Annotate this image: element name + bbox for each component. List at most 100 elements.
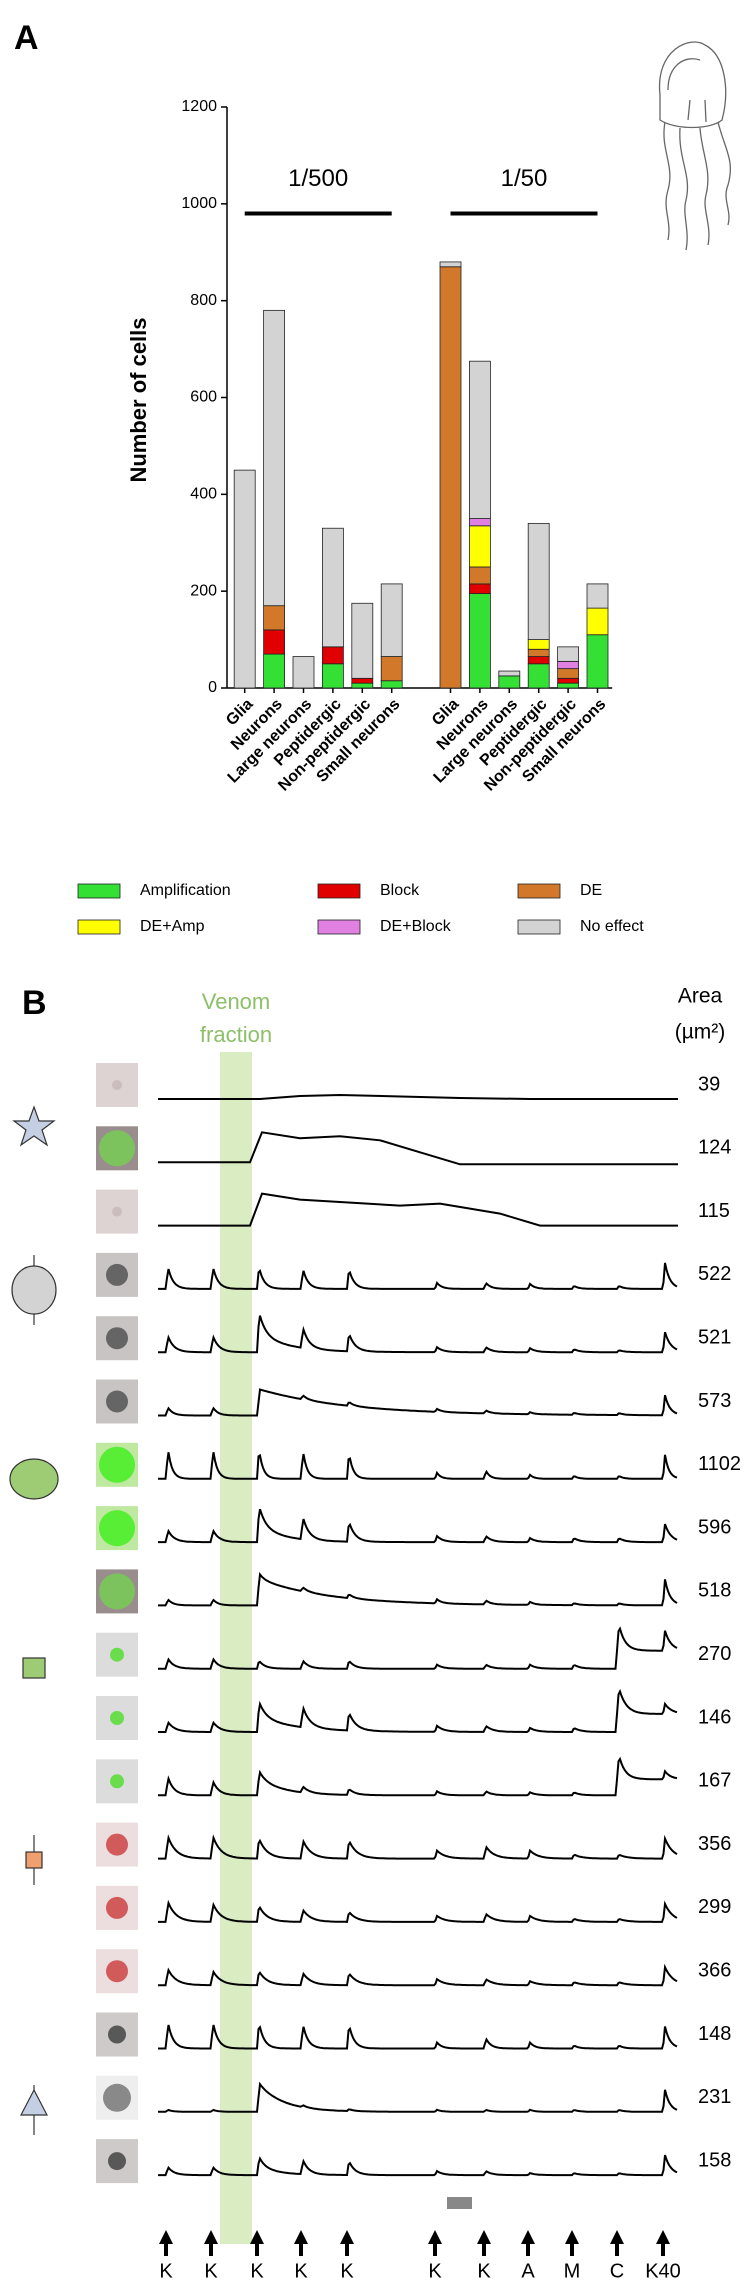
y-tick-label: 400 bbox=[190, 486, 217, 503]
stimulus-arrow bbox=[477, 2230, 491, 2256]
group-label: 1/50 bbox=[501, 165, 548, 192]
bar-segment bbox=[498, 675, 521, 689]
y-tick-label: 600 bbox=[190, 389, 217, 406]
stimulus-label: A bbox=[521, 2260, 535, 2282]
area-value: 522 bbox=[698, 1263, 731, 1285]
area-value: 596 bbox=[698, 1516, 731, 1538]
legend-swatch bbox=[77, 919, 121, 935]
bar-segment bbox=[263, 309, 286, 607]
area-value: 158 bbox=[698, 2149, 731, 2171]
stimulus-label: K bbox=[340, 2260, 354, 2282]
venom-band bbox=[220, 1052, 252, 2244]
trace bbox=[158, 1315, 678, 1354]
bar-segment bbox=[527, 522, 550, 640]
bar-segment bbox=[351, 602, 374, 679]
bar-segment bbox=[439, 266, 462, 689]
area-value: 518 bbox=[698, 1580, 731, 1602]
cell-body bbox=[110, 1711, 124, 1725]
stimulus-arrow bbox=[428, 2230, 442, 2256]
stimulus-label: K bbox=[250, 2260, 264, 2282]
area-value: 270 bbox=[698, 1643, 731, 1665]
panel-label: A bbox=[14, 19, 39, 57]
bar-segment bbox=[468, 518, 491, 527]
legend-label: DE+Amp bbox=[140, 918, 205, 935]
y-tick-label: 200 bbox=[190, 582, 217, 599]
cell-body bbox=[112, 1206, 122, 1217]
trace bbox=[158, 1963, 678, 1987]
bar-segment bbox=[557, 682, 579, 689]
marker-bar bbox=[447, 2197, 472, 2209]
legend-swatch bbox=[517, 883, 561, 899]
stimulus-label: K bbox=[204, 2260, 218, 2282]
bar-segment bbox=[498, 670, 521, 677]
area-value: 299 bbox=[698, 1896, 731, 1918]
y-tick-label: 1000 bbox=[181, 195, 217, 212]
trace bbox=[158, 1388, 678, 1417]
trace bbox=[158, 1452, 678, 1480]
trace bbox=[158, 2024, 678, 2050]
cell-body bbox=[106, 1390, 128, 1413]
trace bbox=[158, 1756, 678, 1797]
bar-segment bbox=[586, 583, 609, 609]
bar-segment bbox=[263, 605, 286, 631]
stimulus-label: K bbox=[428, 2260, 442, 2282]
band-label: Venom bbox=[202, 989, 271, 1014]
bar-segment bbox=[380, 583, 403, 657]
trace bbox=[158, 2081, 678, 2113]
stimulus-label: C bbox=[610, 2260, 624, 2282]
stimulus-arrow bbox=[340, 2230, 354, 2256]
trace bbox=[158, 1131, 678, 1166]
bar-segment bbox=[263, 653, 286, 689]
bar-segment bbox=[263, 629, 286, 655]
cell-body bbox=[106, 1896, 128, 1919]
cell-body bbox=[106, 1263, 128, 1286]
cell-body bbox=[110, 1774, 124, 1789]
bar-segment bbox=[321, 527, 344, 648]
stimulus-label: K bbox=[477, 2260, 491, 2282]
bar-segment bbox=[527, 648, 550, 657]
bar-segment bbox=[439, 261, 462, 268]
legend-label: DE+Block bbox=[380, 918, 452, 935]
y-tick-label: 0 bbox=[208, 679, 217, 696]
group-label: 1/500 bbox=[288, 165, 348, 192]
trace bbox=[158, 1508, 678, 1544]
legend-label: Block bbox=[380, 882, 420, 899]
stimulus-label: M bbox=[564, 2260, 581, 2282]
cell-body bbox=[112, 1080, 122, 1090]
trace bbox=[158, 1899, 678, 1923]
legend-swatch bbox=[77, 883, 121, 899]
stimulus-label: K40 bbox=[645, 2260, 681, 2282]
trace bbox=[158, 1093, 678, 1100]
stimulus-arrow bbox=[521, 2230, 535, 2256]
bar-segment bbox=[557, 677, 579, 684]
stimulus-arrow bbox=[565, 2230, 579, 2256]
area-header: (µm²) bbox=[675, 1021, 726, 1044]
area-value: 124 bbox=[698, 1137, 731, 1159]
area-value: 521 bbox=[698, 1326, 731, 1348]
cell-body bbox=[103, 2083, 131, 2112]
cell-body bbox=[99, 1510, 135, 1547]
stimulus-label: K bbox=[294, 2260, 308, 2282]
bar-segment bbox=[468, 583, 491, 594]
jellyfish-icon bbox=[658, 41, 732, 251]
legend-label: No effect bbox=[580, 918, 644, 935]
group-icons bbox=[9, 1105, 59, 2135]
area-value: 573 bbox=[698, 1390, 731, 1412]
stimulus-arrow bbox=[656, 2230, 670, 2256]
bar-segment bbox=[292, 656, 315, 689]
cell-body bbox=[108, 2025, 126, 2044]
bar-segment bbox=[557, 646, 579, 662]
bar-segment bbox=[351, 677, 374, 684]
bar-segment bbox=[468, 360, 491, 519]
cell-body bbox=[106, 1960, 128, 1983]
legend-swatch bbox=[317, 919, 361, 935]
trace bbox=[158, 1572, 678, 1607]
area-value: 1102 bbox=[698, 1453, 741, 1475]
bar-segment bbox=[380, 656, 403, 682]
bar-segment bbox=[586, 607, 609, 636]
y-tick-label: 1200 bbox=[181, 98, 217, 115]
y-tick-label: 800 bbox=[190, 292, 217, 309]
legend-swatch bbox=[517, 919, 561, 935]
